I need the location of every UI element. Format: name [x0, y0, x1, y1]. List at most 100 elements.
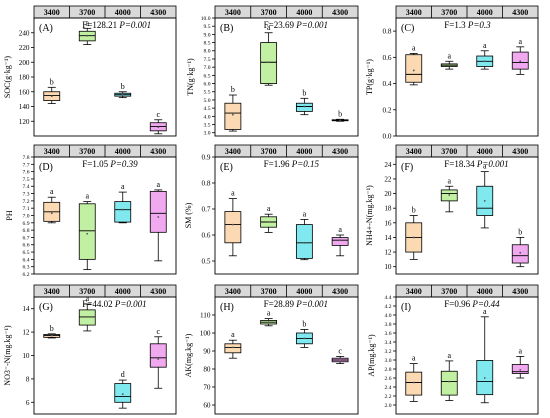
box-iqr: [440, 370, 458, 396]
f-value: F=128.21: [82, 20, 119, 30]
box-iqr: [114, 383, 132, 403]
y-tick-label: 7.2: [23, 199, 30, 205]
altitude-header-label: 4300: [150, 287, 166, 296]
box-3700: a: [260, 23, 278, 86]
y-tick-label: 12: [384, 249, 392, 257]
panel-i: 3400 3700 4000 4300 2.0 2.2 2.4 2.6 2.8 3.0 3.2 3.4…: [367, 284, 539, 415]
box-3400: a: [405, 43, 423, 86]
box-3400: b: [43, 324, 61, 339]
mean-marker: [519, 60, 522, 63]
mean-marker: [267, 61, 270, 64]
y-axis-label: TP(g·kg⁻¹): [365, 59, 374, 95]
mean-marker: [50, 334, 53, 337]
altitude-header-label: 4300: [332, 287, 348, 296]
y-tick-label: 3.6: [385, 331, 392, 337]
significance-letter: a: [85, 294, 89, 303]
y-axis-label: TN(g·kg⁻¹): [186, 58, 195, 96]
panel-label: (C): [401, 23, 414, 34]
significance-letter: a: [121, 182, 125, 191]
significance-letter: a: [303, 209, 307, 218]
altitude-header-label: 4000: [477, 147, 493, 156]
panel-label: (A): [39, 23, 53, 34]
y-tick-label: 2.2: [385, 394, 392, 400]
mean-marker: [303, 241, 306, 244]
y-tick-label: 7.7: [23, 162, 30, 168]
box-3700: a: [78, 192, 96, 271]
significance-letter: b: [338, 109, 342, 118]
y-tick-label: 14: [22, 305, 30, 313]
altitude-header-label: 4300: [150, 8, 166, 17]
box-4000: a: [476, 307, 494, 404]
y-tick-label: 120: [19, 118, 30, 126]
box-3700: a: [440, 176, 458, 213]
plot-frame: [214, 296, 359, 415]
box-iqr: [224, 102, 242, 130]
y-tick-label: 0.5: [202, 258, 211, 266]
mean-marker: [121, 393, 124, 396]
mean-marker: [231, 113, 234, 116]
y-tick-label: 2.4: [385, 385, 392, 391]
altitude-header-label: 4000: [477, 287, 493, 296]
y-tick-label: 3.8: [385, 322, 392, 328]
box-iqr: [149, 190, 167, 233]
mean-marker: [121, 93, 124, 96]
box-iqr: [511, 244, 529, 264]
box-4300: c: [331, 346, 349, 365]
box-3400: a: [43, 187, 61, 224]
y-tick-label: 6.4: [23, 257, 30, 263]
mean-marker: [448, 64, 451, 67]
y-tick-label: 9.5: [204, 24, 211, 30]
mean-marker: [412, 381, 415, 384]
y-tick-label: 7.5: [204, 57, 211, 63]
panel-label: (G): [39, 302, 53, 313]
mean-marker: [231, 223, 234, 226]
y-tick-label: 20: [384, 190, 392, 198]
significance-letter: c: [156, 110, 160, 119]
y-tick-label: 4.2: [385, 304, 392, 310]
y-tick-label: 3.5: [204, 122, 211, 128]
y-tick-label: 220: [19, 44, 30, 52]
f-statistic-text: F=18.34 P=0.001: [444, 159, 508, 169]
y-axis-label: SOC(g·kg⁻¹): [3, 56, 12, 99]
y-tick-label: 110: [200, 312, 211, 320]
y-tick-label: 9.0: [204, 32, 211, 38]
mean-marker: [267, 321, 270, 324]
plot-frame: [33, 17, 177, 137]
box-3700: a: [440, 351, 458, 401]
panel-label: (F): [401, 162, 413, 173]
box-iqr: [114, 201, 132, 223]
altitude-header-label: 3400: [406, 8, 422, 17]
mean-marker: [483, 199, 486, 202]
y-tick-label: 240: [19, 29, 30, 37]
panel-label: (H): [220, 302, 234, 313]
y-tick-label: 4.4: [385, 295, 392, 301]
box-iqr: [149, 343, 167, 368]
altitude-header-label: 3400: [406, 287, 422, 296]
y-tick-label: 180: [19, 74, 30, 82]
altitude-header-label: 3700: [261, 147, 277, 156]
y-tick-label: 160: [19, 88, 30, 96]
p-value: P=0.001: [295, 299, 328, 309]
altitude-header-label: 3700: [79, 8, 95, 17]
y-tick-label: 200: [19, 59, 30, 67]
altitude-header-label: 3400: [225, 147, 241, 156]
significance-letter: a: [447, 176, 451, 185]
mean-marker: [339, 239, 342, 242]
y-tick-label: 0.2: [383, 106, 392, 114]
y-tick-label: 4.0: [385, 313, 392, 319]
y-tick-label: 7.3: [23, 192, 30, 198]
box-3400: a: [224, 189, 242, 257]
significance-letter: b: [412, 206, 416, 215]
y-tick-label: 3.4: [385, 340, 392, 346]
significance-letter: a: [267, 23, 271, 32]
y-tick-label: 6: [26, 399, 30, 407]
altitude-header-label: 3400: [225, 8, 241, 17]
y-tick-label: 18: [384, 205, 392, 213]
significance-letter: c: [338, 346, 342, 355]
p-value: P=0.001: [476, 159, 509, 169]
significance-letter: b: [302, 319, 306, 328]
panel-label: (E): [220, 162, 233, 173]
f-value: F=0.96: [444, 299, 472, 309]
altitude-header-label: 4000: [115, 8, 131, 17]
